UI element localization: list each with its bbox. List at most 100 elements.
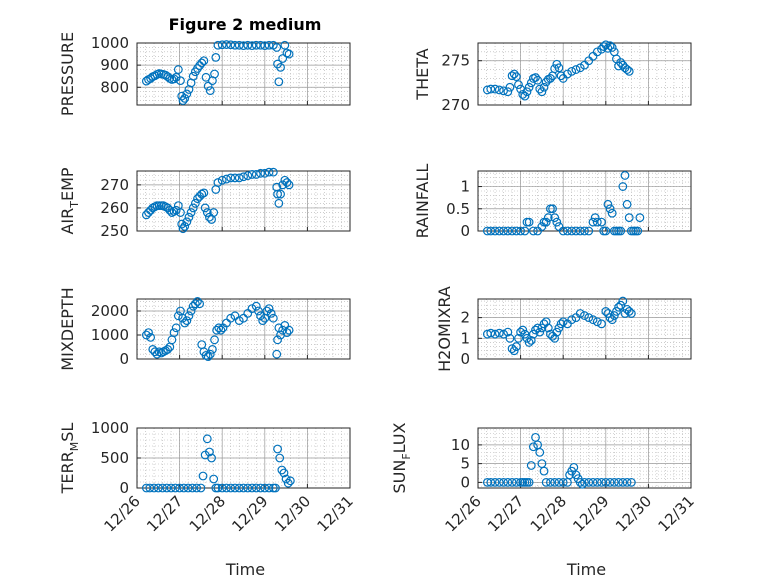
data-point <box>163 345 173 354</box>
data-point <box>254 306 263 316</box>
data-point <box>272 349 282 359</box>
data-point <box>234 173 244 183</box>
data-point <box>622 65 632 74</box>
data-point <box>205 447 214 457</box>
data-point <box>188 71 198 81</box>
data-point <box>503 327 513 337</box>
data-point <box>146 333 156 342</box>
data-point <box>490 477 500 487</box>
data-point <box>511 72 521 82</box>
data-point <box>563 69 572 79</box>
data-point <box>217 483 227 493</box>
data-point <box>222 483 231 493</box>
data-point <box>216 325 226 335</box>
data-point <box>507 344 517 354</box>
data-point <box>567 315 577 325</box>
data-point <box>210 335 219 345</box>
data-point <box>230 40 240 50</box>
data-point <box>509 346 519 356</box>
chart-theta: 270 275 THETA <box>413 40 692 114</box>
series-markers <box>141 297 294 362</box>
data-point <box>262 306 272 316</box>
axes-box <box>136 298 351 360</box>
data-point <box>283 478 293 488</box>
data-point <box>280 40 290 50</box>
data-point <box>494 226 504 236</box>
data-point <box>537 87 547 97</box>
data-point <box>182 217 192 227</box>
data-point <box>202 434 212 444</box>
data-point <box>546 74 555 83</box>
data-point <box>273 335 282 345</box>
data-point <box>276 62 285 72</box>
data-point <box>243 40 253 50</box>
data-point <box>499 329 508 339</box>
data-point <box>550 333 560 343</box>
data-point <box>603 199 613 209</box>
data-point <box>184 311 194 321</box>
data-point <box>580 311 589 320</box>
y-tick-label: 5 <box>460 455 470 473</box>
data-point <box>624 213 634 223</box>
data-point <box>196 483 206 493</box>
data-point <box>274 77 284 87</box>
x-axis-label: Time <box>566 560 606 579</box>
chart-pressure: 800 900 1000 PRESSURE <box>58 32 351 116</box>
data-point <box>153 483 163 493</box>
data-point <box>550 477 560 487</box>
data-point <box>546 477 555 487</box>
data-point <box>535 447 545 457</box>
series-markers <box>482 171 645 236</box>
data-point <box>518 89 528 99</box>
data-point <box>503 87 513 97</box>
data-point <box>205 86 215 96</box>
data-point <box>278 325 288 335</box>
data-point <box>226 173 236 183</box>
data-point <box>251 40 261 50</box>
data-point <box>149 483 159 493</box>
data-point <box>584 226 594 236</box>
x-tick-label: 12/29 <box>228 492 271 535</box>
data-point <box>616 58 626 67</box>
data-point <box>165 205 175 215</box>
data-point <box>601 226 611 236</box>
chart-mixdepth: 0 1000 2000 MIXDEPTH <box>58 287 351 371</box>
data-point <box>622 199 632 209</box>
data-point <box>522 87 532 97</box>
data-point <box>180 318 190 328</box>
data-point <box>522 333 532 343</box>
data-point <box>552 327 562 337</box>
data-point <box>552 217 562 227</box>
data-point <box>145 483 155 493</box>
data-point <box>234 483 244 493</box>
data-point <box>575 477 585 487</box>
data-point <box>543 213 553 223</box>
data-point <box>571 226 581 236</box>
data-point <box>213 178 223 187</box>
data-point <box>264 304 274 314</box>
data-point <box>222 174 231 184</box>
data-point <box>626 477 636 487</box>
data-point <box>264 483 274 493</box>
y-tick-label: 0 <box>119 479 129 497</box>
data-point <box>541 477 551 487</box>
y-tick-label: 1000 <box>91 34 129 52</box>
data-point <box>592 317 602 327</box>
data-point <box>575 309 585 318</box>
data-point <box>505 333 515 343</box>
data-point <box>609 477 619 487</box>
data-point <box>243 171 253 181</box>
y-axis-label: PRESSURE <box>58 32 77 116</box>
data-point <box>592 47 602 57</box>
data-point <box>556 71 566 81</box>
data-point <box>486 226 496 236</box>
data-point <box>234 40 244 50</box>
data-point <box>217 40 227 50</box>
data-point <box>256 483 265 493</box>
data-point <box>567 66 577 76</box>
data-point <box>251 483 261 493</box>
axes-box <box>136 170 351 232</box>
series-markers <box>482 40 634 101</box>
data-point <box>234 316 244 326</box>
